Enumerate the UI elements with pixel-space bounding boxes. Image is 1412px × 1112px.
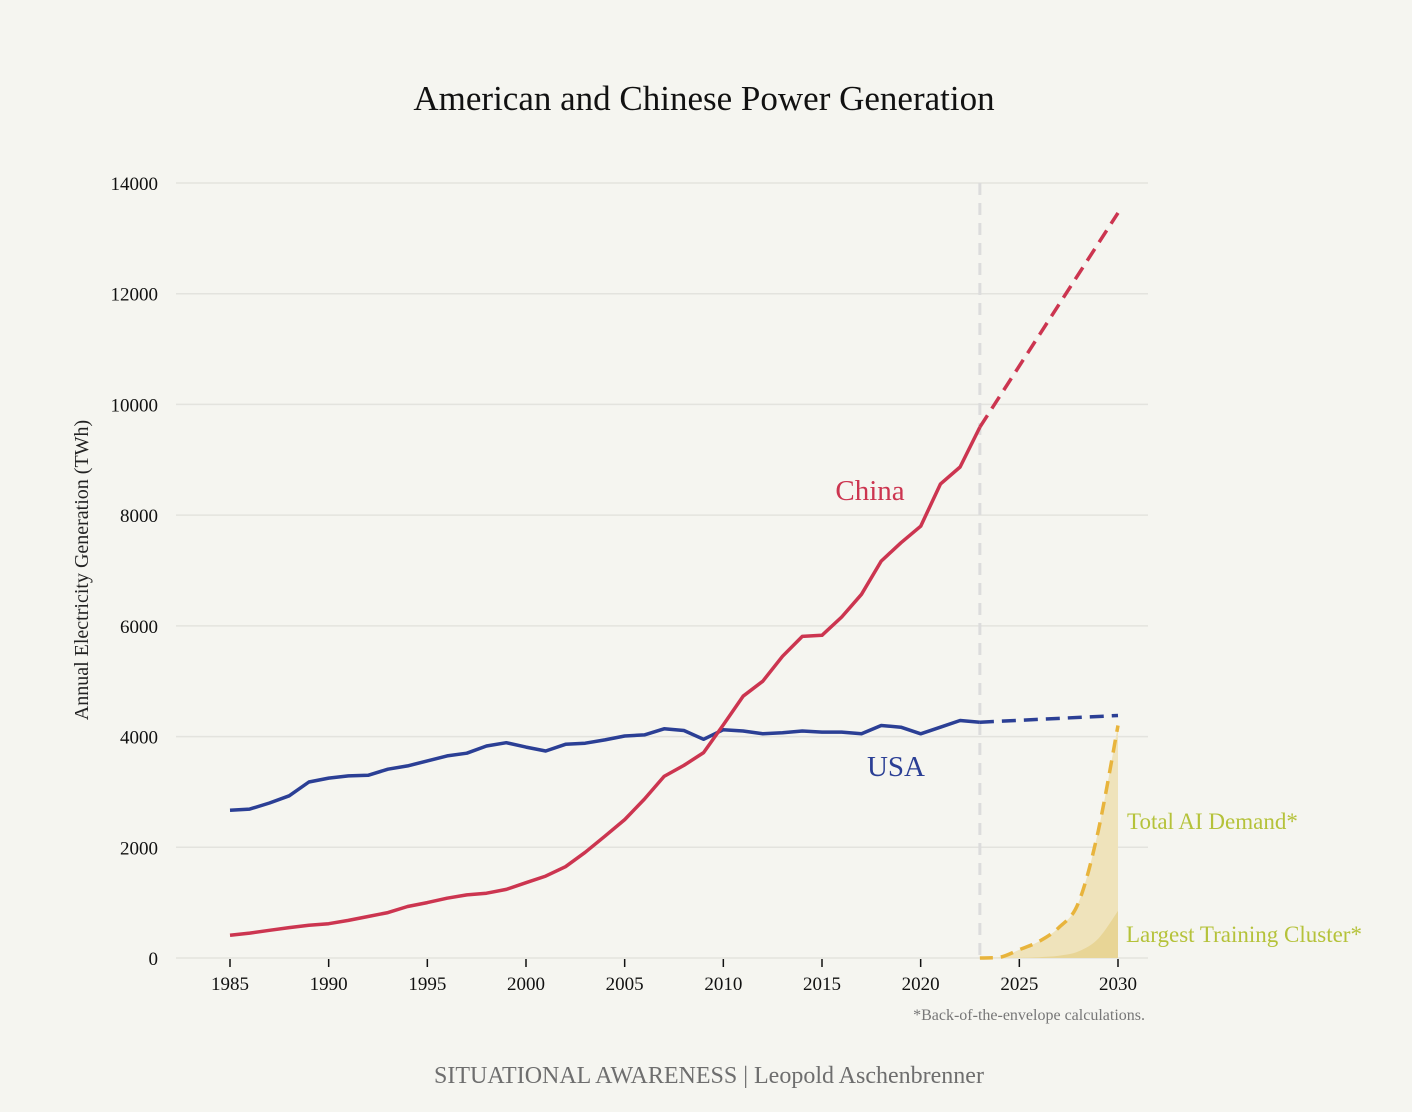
y-tick-label: 6000 (120, 617, 158, 638)
x-axis: 1985 1990 1995 2000 2005 2010 2015 2020 2025 2030 (211, 959, 1137, 995)
x-tick-label: 2010 (704, 974, 742, 995)
total-ai-demand-line (979, 725, 1120, 960)
largest-training-cluster-label: Largest Training Cluster* (1126, 922, 1362, 947)
usa-projection-line (979, 713, 1119, 724)
y-tick-label: 12000 (111, 285, 159, 306)
usa-label: USA (867, 751, 925, 783)
footer-credit: SITUATIONAL AWARENESS | Leopold Aschenbr… (434, 1063, 984, 1089)
x-tick-label: 2000 (507, 974, 545, 995)
y-axis: 0 2000 4000 6000 8000 10000 12000 14000 (111, 174, 159, 970)
x-tick-label: 1985 (211, 974, 249, 995)
x-tick-label: 2005 (606, 974, 644, 995)
y-axis-label: Annual Electricity Generation (TWh) (71, 420, 93, 720)
largest-training-cluster-area (979, 910, 1118, 958)
usa-historical-line (229, 718, 981, 812)
y-tick-label: 8000 (120, 506, 158, 527)
y-tick-label: 14000 (111, 174, 159, 195)
china-historical-line (229, 426, 982, 938)
x-tick-label: 2025 (1000, 974, 1038, 995)
series-lines (229, 211, 1120, 960)
x-tick-label: 2020 (902, 974, 940, 995)
y-tick-label: 4000 (120, 728, 158, 749)
china-projection-line (978, 211, 1120, 429)
x-tick-label: 1990 (310, 974, 348, 995)
x-tick-label: 2015 (803, 974, 841, 995)
footnote: *Back-of-the-envelope calculations. (913, 1007, 1145, 1024)
ai-demand-areas (979, 725, 1118, 958)
total-ai-demand-label: Total AI Demand* (1127, 809, 1298, 834)
gridlines (176, 182, 1148, 959)
y-tick-label: 2000 (120, 838, 158, 859)
china-label: China (835, 475, 904, 507)
total-ai-demand-area (979, 725, 1118, 958)
x-tick-label: 2030 (1099, 974, 1137, 995)
chart-title: American and Chinese Power Generation (413, 79, 994, 118)
x-tick-label: 1995 (408, 974, 446, 995)
y-tick-label: 0 (149, 949, 159, 970)
y-tick-label: 10000 (111, 395, 159, 416)
